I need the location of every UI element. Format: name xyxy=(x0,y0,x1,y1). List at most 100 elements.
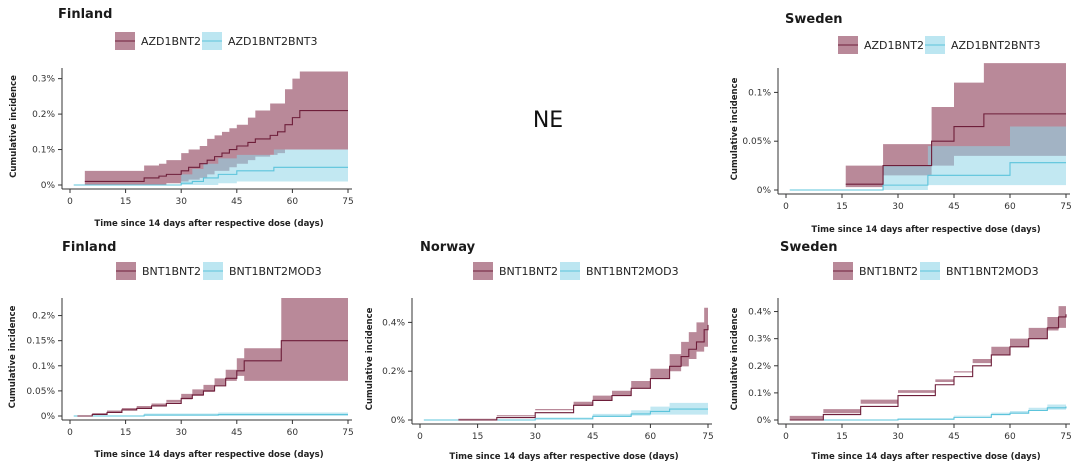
y-tick-label: 0.05% xyxy=(26,387,55,397)
x-tick-label: 15 xyxy=(120,197,131,207)
y-tick-label: 0.3% xyxy=(32,75,55,85)
not-estimable-label: NE xyxy=(533,108,563,133)
chart-title: Sweden xyxy=(785,12,843,27)
ci-band xyxy=(789,126,1066,190)
x-tick-label: 0 xyxy=(783,202,789,212)
x-tick-label: 75 xyxy=(702,432,713,442)
series-line xyxy=(77,340,348,417)
x-tick-label: 60 xyxy=(1004,202,1016,212)
x-tick-label: 75 xyxy=(1060,432,1071,442)
ci-band xyxy=(84,71,349,185)
x-axis-title: Time since 14 days after respective dose… xyxy=(449,452,678,462)
y-axis-title: Cumulative incidence xyxy=(8,305,18,408)
ci-band xyxy=(458,298,708,420)
x-tick-label: 30 xyxy=(892,202,904,212)
y-tick-label: 0% xyxy=(757,416,772,426)
series-line xyxy=(73,413,348,417)
x-tick-label: 45 xyxy=(231,197,242,207)
series-line xyxy=(423,408,708,421)
x-tick-label: 60 xyxy=(645,432,657,442)
x-tick-label: 0 xyxy=(783,432,789,442)
y-tick-label: 0.3% xyxy=(748,335,771,345)
x-tick-label: 60 xyxy=(287,428,299,438)
legend-label: BNT1BNT2 xyxy=(142,265,201,278)
x-tick-label: 45 xyxy=(587,432,598,442)
x-tick-label: 0 xyxy=(67,428,73,438)
y-tick-label: 0.1% xyxy=(748,88,771,98)
y-axis-title: Cumulative incidence xyxy=(9,75,19,178)
legend-label: BNT1BNT2MOD3 xyxy=(586,265,679,278)
x-tick-label: 75 xyxy=(342,428,353,438)
y-tick-label: 0% xyxy=(41,181,56,191)
legend-label: AZD1BNT2 xyxy=(864,39,924,52)
y-tick-label: 0% xyxy=(41,412,56,422)
x-axis-title: Time since 14 days after respective dose… xyxy=(94,450,323,460)
y-axis-title: Cumulative incidence xyxy=(365,307,375,410)
ci-band xyxy=(73,149,348,185)
y-tick-label: 0.2% xyxy=(382,367,405,377)
series-line xyxy=(458,324,709,421)
y-tick-label: 0.2% xyxy=(32,312,55,322)
y-tick-label: 0.4% xyxy=(382,318,405,328)
y-tick-label: 0.2% xyxy=(32,110,55,120)
x-tick-label: 45 xyxy=(948,202,959,212)
y-tick-label: 0.05% xyxy=(742,137,771,147)
y-tick-label: 0.2% xyxy=(748,362,771,372)
x-tick-label: 0 xyxy=(417,432,423,442)
x-axis-title: Time since 14 days after respective dose… xyxy=(811,225,1040,235)
x-tick-label: 30 xyxy=(175,428,187,438)
chart-title: Sweden xyxy=(780,240,838,255)
legend-label: BNT1BNT2MOD3 xyxy=(229,265,322,278)
series-line xyxy=(84,109,348,183)
y-tick-label: 0.1% xyxy=(748,389,771,399)
y-tick-label: 0.1% xyxy=(32,146,55,156)
legend-label: AZD1BNT2BNT3 xyxy=(951,39,1041,52)
x-tick-label: 30 xyxy=(529,432,541,442)
ci-band xyxy=(789,402,1066,420)
y-tick-label: 0.1% xyxy=(32,362,55,372)
series-line xyxy=(73,166,348,186)
x-tick-label: 15 xyxy=(120,428,131,438)
y-axis-title: Cumulative incidence xyxy=(730,77,740,180)
x-tick-label: 60 xyxy=(287,197,299,207)
series-line xyxy=(789,406,1067,421)
x-axis-title: Time since 14 days after respective dose… xyxy=(811,452,1040,462)
legend-label: AZD1BNT2 xyxy=(141,35,201,48)
series-line xyxy=(789,314,1067,421)
series-line xyxy=(789,162,1066,191)
y-axis-title: Cumulative incidence xyxy=(730,307,740,410)
legend-label: BNT1BNT2MOD3 xyxy=(946,265,1039,278)
series-line xyxy=(845,113,1066,185)
x-tick-label: 15 xyxy=(836,432,847,442)
x-tick-label: 15 xyxy=(836,202,847,212)
chart-panel: Sweden AZD1BNT2 AZD1BNT2BNT3 0 15 30 45 60 75 0% 0… xyxy=(730,12,1072,235)
x-tick-label: 30 xyxy=(175,197,187,207)
chart-title: Finland xyxy=(58,7,112,22)
x-axis-title: Time since 14 days after respective dose… xyxy=(94,219,323,229)
chart-panel: Finland BNT1BNT2 BNT1BNT2MOD3 0 15 30 45 60 75 0%… xyxy=(8,240,354,460)
x-tick-label: 75 xyxy=(1060,202,1071,212)
y-tick-label: 0.4% xyxy=(748,308,771,318)
x-tick-label: 45 xyxy=(948,432,959,442)
x-tick-label: 45 xyxy=(231,428,242,438)
x-tick-label: 0 xyxy=(67,197,73,207)
legend-label: AZD1BNT2BNT3 xyxy=(228,35,318,48)
chart-title: Norway xyxy=(420,240,476,255)
ci-band xyxy=(73,412,348,416)
chart-panel: Finland AZD1BNT2 AZD1BNT2BNT3 0 15 30 45 60 75 0%… xyxy=(9,7,354,229)
ci-band xyxy=(77,298,348,416)
legend-label: BNT1BNT2 xyxy=(859,265,918,278)
chart-panel: Sweden BNT1BNT2 BNT1BNT2MOD3 0 15 30 45 60 75 0% 0… xyxy=(730,240,1072,462)
x-tick-label: 15 xyxy=(472,432,483,442)
x-tick-label: 60 xyxy=(1004,432,1016,442)
x-tick-label: 30 xyxy=(892,432,904,442)
chart-title: Finland xyxy=(62,240,116,255)
legend-label: BNT1BNT2 xyxy=(499,265,558,278)
chart-panel: Norway BNT1BNT2 BNT1BNT2MOD3 0 15 30 45 60 75 0% 0… xyxy=(365,240,714,462)
y-tick-label: 0% xyxy=(757,186,772,196)
ci-band xyxy=(789,300,1066,420)
y-tick-label: 0% xyxy=(391,416,406,426)
y-tick-label: 0.15% xyxy=(26,337,55,347)
x-tick-label: 75 xyxy=(342,197,353,207)
